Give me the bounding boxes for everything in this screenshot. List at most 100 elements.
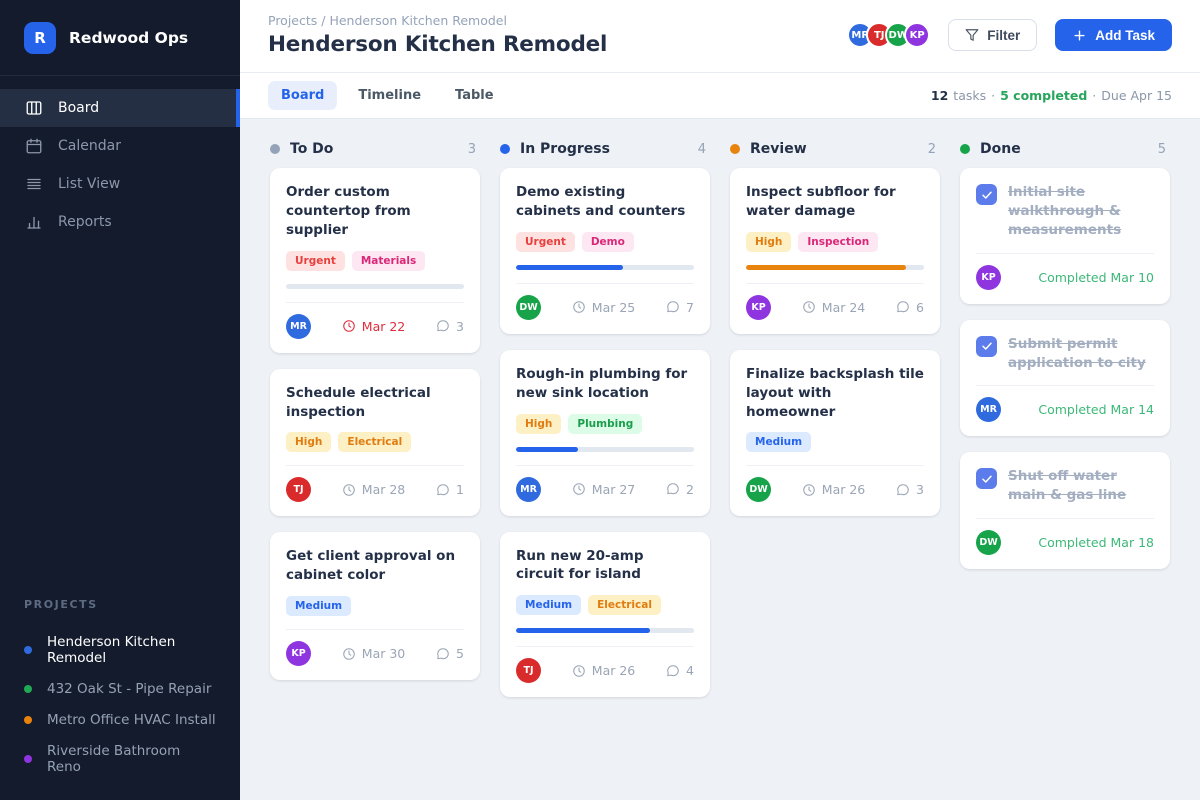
- column-count: 3: [467, 141, 476, 157]
- column-title: In Progress: [520, 141, 610, 157]
- column-in-progress: In Progress 4 Demo existing cabinets and…: [500, 136, 710, 713]
- task-title: Rough-in plumbing for new sink location: [516, 365, 688, 401]
- avatar-kp[interactable]: KP: [904, 22, 931, 48]
- column-status-dot: [500, 144, 510, 154]
- board-columns-icon: [25, 99, 43, 117]
- task-card[interactable]: Run new 20-amp circuit for island Medium…: [500, 531, 710, 698]
- bar-chart-icon: [25, 213, 43, 231]
- completed-date: Completed Mar 18: [1038, 535, 1154, 551]
- comment-count: 5: [436, 646, 464, 661]
- column-header: To Do 3: [270, 136, 480, 168]
- comment-icon: [666, 300, 680, 314]
- project-name: Henderson Kitchen Remodel: [47, 633, 176, 666]
- project-item-metro-hvac[interactable]: Metro Office HVAC Install: [0, 704, 240, 735]
- task-title: Inspect subfloor for water damage: [746, 184, 896, 219]
- tag-plumbing: Plumbing: [568, 413, 643, 434]
- task-card[interactable]: Finalize backsplash tile layout with hom…: [730, 349, 940, 517]
- task-card[interactable]: Demo existing cabinets and counters Urge…: [500, 168, 710, 334]
- task-card[interactable]: Schedule electrical inspection High Elec…: [270, 368, 480, 517]
- progress-bar: [286, 283, 464, 289]
- task-card-done[interactable]: Initial site walkthrough & measurements …: [960, 168, 1170, 304]
- comment-count: 4: [666, 663, 694, 678]
- column-status-dot: [730, 144, 740, 154]
- page-header: Projects / Henderson Kitchen Remodel Hen…: [240, 0, 1200, 73]
- clock-icon: [342, 483, 356, 497]
- comment-icon: [436, 647, 450, 661]
- completed-checkbox[interactable]: [976, 468, 997, 490]
- tag-demo: Demo: [581, 231, 634, 252]
- comment-icon: [666, 664, 680, 678]
- list-icon: [25, 175, 43, 193]
- tag-medium: Medium: [746, 432, 812, 453]
- task-title: Order custom countertop from supplier: [286, 184, 411, 238]
- tag-medium: Medium: [516, 595, 582, 616]
- kanban-board: To Do 3 Order custom countertop from sup…: [240, 119, 1200, 800]
- comment-count: 1: [436, 482, 464, 497]
- due-date: Mar 22: [342, 319, 405, 334]
- breadcrumb[interactable]: Projects / Henderson Kitchen Remodel: [268, 13, 507, 28]
- tag-medium: Medium: [286, 596, 352, 617]
- assignee-avatar: KP: [286, 641, 311, 667]
- column-header: Review 2: [730, 136, 940, 168]
- tab-board[interactable]: Board: [268, 81, 338, 110]
- comment-count: 6: [896, 300, 924, 315]
- comment-icon: [896, 483, 910, 497]
- view-tabbar: Board Timeline Table 12 tasks · 5 comple…: [240, 73, 1200, 119]
- progress-bar: [516, 628, 694, 634]
- task-title: Submit permit application to city: [1008, 335, 1146, 371]
- app-logo: R: [24, 22, 56, 54]
- assignee-avatar: TJ: [286, 477, 311, 503]
- task-card[interactable]: Get client approval on cabinet color Med…: [270, 532, 480, 681]
- due-date: Mar 27: [572, 482, 635, 497]
- column-header: Done 5: [960, 136, 1170, 168]
- plus-icon: [1072, 28, 1087, 43]
- tag-electrical: Electrical: [338, 432, 412, 453]
- project-name: Metro Office HVAC Install: [47, 711, 216, 728]
- assignee-avatar: TJ: [516, 658, 541, 684]
- tag-high: High: [286, 432, 332, 453]
- comment-count: 2: [666, 482, 694, 497]
- comment-icon: [436, 319, 450, 333]
- sidebar-item-label: Board: [58, 100, 100, 116]
- task-title: Demo existing cabinets and counters: [516, 184, 686, 219]
- clock-icon: [572, 482, 586, 496]
- tag-urgent: Urgent: [286, 250, 345, 271]
- due-date: Mar 25: [572, 300, 635, 315]
- completed-checkbox[interactable]: [976, 184, 997, 205]
- filter-button[interactable]: Filter: [948, 19, 1038, 51]
- task-title: Initial site walkthrough & measurements: [1008, 184, 1122, 238]
- task-card[interactable]: Order custom countertop from supplier Ur…: [270, 168, 480, 353]
- clock-icon: [342, 319, 356, 333]
- sidebar-nav: Board Calendar List View Reports: [0, 76, 240, 241]
- task-card[interactable]: Rough-in plumbing for new sink location …: [500, 349, 710, 516]
- tag-high: High: [746, 231, 792, 252]
- sidebar-item-list-view[interactable]: List View: [0, 165, 240, 203]
- progress-bar: [746, 264, 924, 270]
- task-card-done[interactable]: Submit permit application to city MR Com…: [960, 319, 1170, 437]
- comment-icon: [666, 482, 680, 496]
- task-card-done[interactable]: Shut off water main & gas line DW Comple…: [960, 452, 1170, 570]
- project-item-oak-st[interactable]: 432 Oak St - Pipe Repair: [0, 673, 240, 704]
- due-date: Mar 24: [802, 300, 865, 315]
- column-status-dot: [960, 144, 970, 154]
- sidebar-item-calendar[interactable]: Calendar: [0, 127, 240, 165]
- sidebar-item-reports[interactable]: Reports: [0, 203, 240, 241]
- progress-bar: [516, 264, 694, 270]
- clock-icon: [802, 483, 816, 497]
- add-task-button[interactable]: Add Task: [1055, 19, 1172, 51]
- due-date: Mar 30: [342, 646, 405, 661]
- assignee-avatar: MR: [516, 476, 541, 502]
- tag-urgent: Urgent: [516, 231, 575, 252]
- project-color-dot: [24, 715, 32, 724]
- due-date: Mar 26: [572, 663, 635, 678]
- project-item-riverside[interactable]: Riverside Bathroom Reno: [0, 735, 240, 782]
- projects-section-label: PROJECTS: [24, 598, 98, 611]
- completed-checkbox[interactable]: [976, 335, 997, 357]
- project-item-henderson[interactable]: Henderson Kitchen Remodel: [0, 626, 240, 673]
- task-card[interactable]: Inspect subfloor for water damage High I…: [730, 168, 940, 334]
- tab-timeline[interactable]: Timeline: [358, 88, 422, 103]
- clock-icon: [802, 300, 816, 314]
- tab-table[interactable]: Table: [455, 88, 494, 103]
- sidebar-item-board[interactable]: Board: [0, 89, 240, 127]
- column-title: To Do: [290, 141, 334, 157]
